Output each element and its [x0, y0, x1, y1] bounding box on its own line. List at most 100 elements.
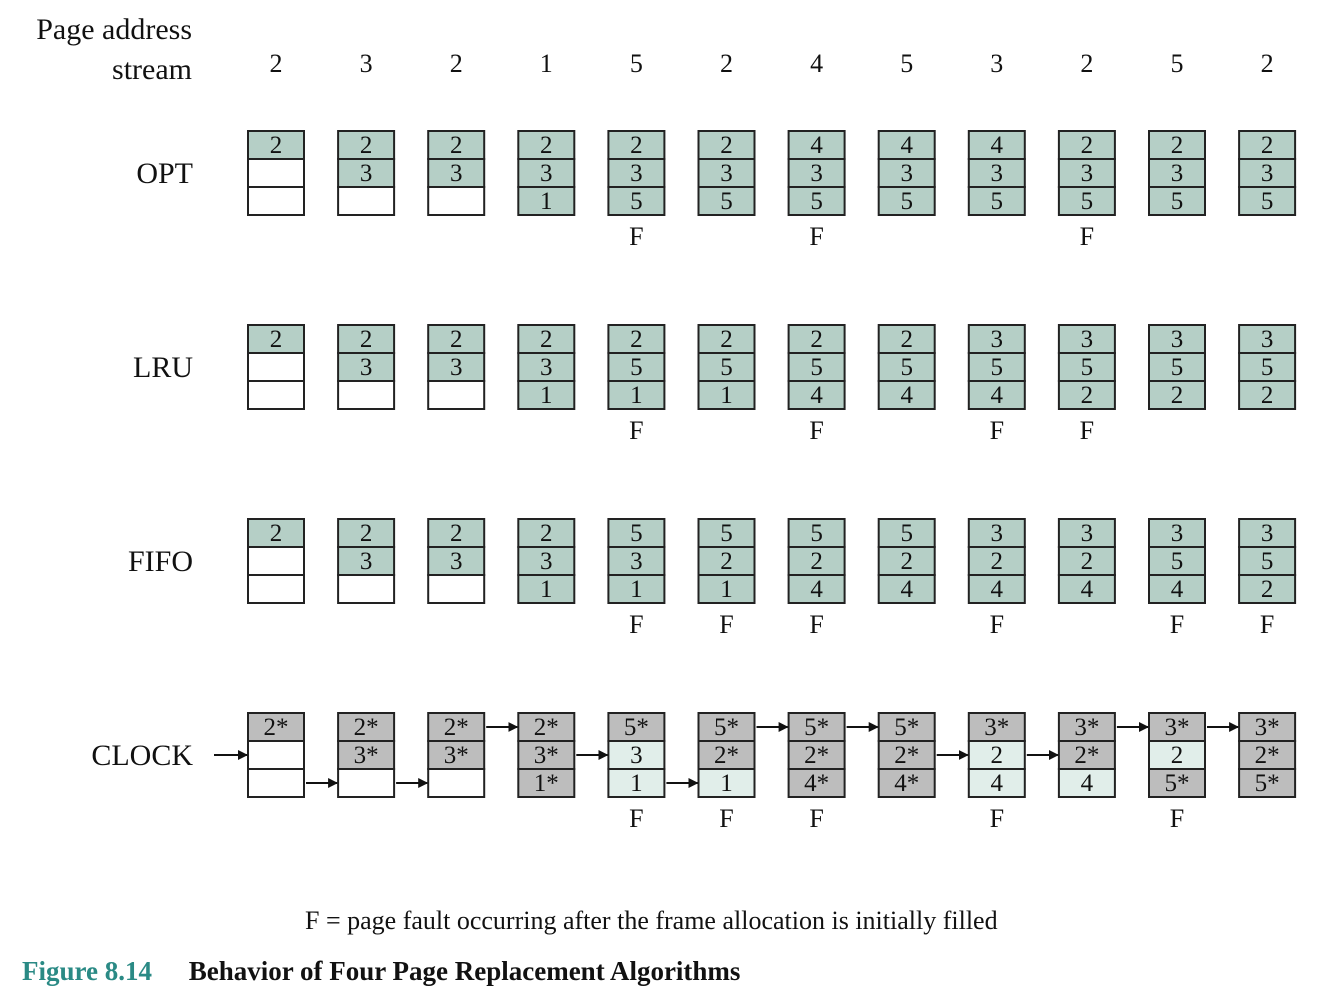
frame-cell [247, 158, 305, 188]
frame-cell [1057, 324, 1116, 354]
frame-value: 3 [540, 354, 553, 381]
page-address-stream-label: Page address stream [36, 10, 192, 90]
frame-column: 23 [427, 130, 486, 216]
frame-column: 352 F [1057, 324, 1116, 445]
frame-value: 2* [1255, 742, 1280, 769]
frame-value: 2 [450, 132, 463, 159]
frame-value: 4 [991, 132, 1004, 159]
frame-value: 2 [270, 520, 283, 547]
frame-cell [697, 380, 756, 410]
frame-value: 4 [900, 132, 913, 159]
page-fault-marker: F [990, 610, 1004, 639]
frame-cell [517, 740, 576, 770]
frame-cell [787, 158, 846, 188]
frame-cell [517, 158, 576, 188]
frame-cell [337, 740, 396, 770]
frame-cell [967, 324, 1026, 354]
frame-cell [1057, 518, 1116, 548]
frame-value: 1 [540, 382, 553, 409]
frame-cell [427, 324, 486, 354]
frame-value: 5* [1255, 770, 1280, 797]
frame-cell [1238, 574, 1297, 604]
frame-value: 3 [1261, 326, 1274, 353]
frame-value: 3 [991, 160, 1004, 187]
frame-value: 2 [900, 548, 913, 575]
frame-cell [337, 518, 396, 548]
frame-column: 235 [1238, 130, 1297, 216]
frame-column: 354 F [1148, 518, 1206, 639]
page-fault-marker: F [1170, 804, 1184, 833]
frame-value: 3* [534, 742, 559, 769]
frame-value: 2 [1261, 132, 1274, 159]
frame-column: 5*31 F [576, 712, 666, 833]
frame-cell [1148, 712, 1206, 742]
page-fault-marker: F [1170, 610, 1184, 639]
frame-value: 2 [540, 132, 553, 159]
frame-cell [1057, 186, 1116, 216]
frame-value: 2* [354, 714, 379, 741]
frame-column: 354 F [967, 324, 1026, 445]
frame-value: 4 [991, 576, 1004, 603]
frame-value: 2 [450, 326, 463, 353]
frame-value: 5 [810, 188, 823, 215]
frame-cell [787, 768, 846, 798]
frame-value: 5 [900, 520, 913, 547]
frame-column: 231 [517, 518, 576, 604]
frame-value: 2 [1261, 576, 1274, 603]
frame-cell [697, 712, 756, 742]
algorithm-label: LRU [133, 351, 193, 384]
header-label-line1: Page address [36, 13, 192, 46]
frame-value: 3 [1171, 326, 1184, 353]
frame-value: 3 [1081, 160, 1094, 187]
frame-value: 2 [270, 132, 283, 159]
frame-column: 251 F [607, 324, 666, 445]
frame-cell [1057, 768, 1116, 798]
frame-cell [967, 352, 1026, 382]
frame-value: 3 [630, 742, 643, 769]
frame-column: 3*2*5* [1207, 712, 1297, 798]
frame-value: 4 [1081, 576, 1094, 603]
frame-cell [877, 186, 936, 216]
frame-cell [607, 380, 666, 410]
page-fault-marker: F [629, 610, 643, 639]
frame-value: 2 [720, 132, 733, 159]
frame-cell [697, 186, 756, 216]
frame-value: 5 [1261, 188, 1274, 215]
frame-cell [1238, 546, 1297, 576]
page-fault-marker: F [809, 416, 823, 445]
frame-value: 5 [900, 354, 913, 381]
frame-value: 5* [714, 714, 739, 741]
frame-value: 3 [360, 354, 373, 381]
frame-cell [967, 574, 1026, 604]
frame-column: 254 F [787, 324, 846, 445]
frame-cell [247, 712, 305, 742]
frame-column: 251 [697, 324, 756, 410]
frame-value: 1* [534, 770, 559, 797]
frame-cell [1057, 740, 1116, 770]
frame-value: 4 [1171, 576, 1184, 603]
frame-value: 5 [1261, 548, 1274, 575]
frame-value: 3* [444, 742, 469, 769]
frame-cell [427, 158, 486, 188]
frame-column: 5*2*4* [846, 712, 936, 798]
frame-value: 2 [720, 548, 733, 575]
frame-value: 5 [1171, 548, 1184, 575]
stream-value: 2 [270, 49, 283, 78]
frame-cell [1238, 518, 1297, 548]
frame-cell [1238, 380, 1297, 410]
frame-column: 524 F [787, 518, 846, 639]
frame-cell [427, 518, 486, 548]
stream-value: 5 [630, 49, 643, 78]
frame-cell [787, 130, 846, 160]
frame-cell [427, 352, 486, 382]
frame-cell [607, 186, 666, 216]
frame-value: 4* [804, 770, 829, 797]
frame-value: 2* [804, 742, 829, 769]
frame-value: 3 [630, 548, 643, 575]
frame-value: 3 [810, 160, 823, 187]
frame-column: 3*25* F [1116, 712, 1206, 833]
frame-column: 435 [877, 130, 936, 216]
frame-value: 1 [540, 188, 553, 215]
frame-cell [337, 768, 396, 798]
page-fault-marker: F [809, 222, 823, 251]
